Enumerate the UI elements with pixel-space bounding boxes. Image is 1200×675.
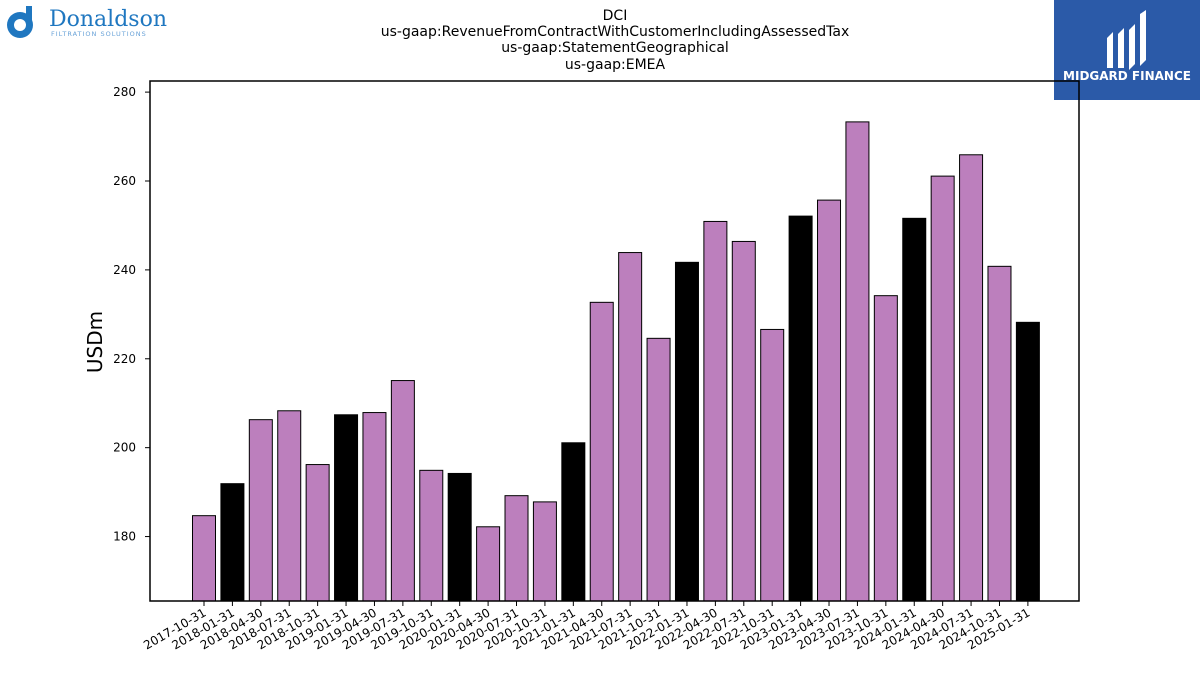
bar-2020-07-31 (504, 495, 529, 602)
chart-title-line-2: us-gaap:RevenueFromContractWithCustomerI… (381, 24, 850, 40)
bar-2024-10-31 (987, 265, 1012, 602)
bar-2023-07-31 (845, 121, 870, 602)
bar-2019-01-31 (334, 414, 359, 602)
midgard-logo-text: MIDGARD FINANCE (1063, 69, 1191, 83)
bar-2023-10-31 (873, 295, 898, 602)
bar-2025-01-31 (1015, 321, 1040, 602)
bar-2022-01-31 (674, 261, 699, 602)
midgard-logo-mark (1107, 10, 1146, 70)
midgard-finance-logo: MIDGARD FINANCE (1054, 0, 1200, 100)
bar-2022-07-31 (731, 240, 756, 602)
donaldson-logo-subtext: FILTRATION SOLUTIONS (51, 30, 147, 38)
y-axis-label: USDm (83, 311, 107, 373)
bar-2021-10-31 (646, 337, 671, 602)
bar-2018-04-30 (248, 419, 273, 602)
chart-title: DCI us-gaap:RevenueFromContractWithCusto… (381, 8, 850, 73)
bar-2022-04-30 (703, 220, 728, 602)
y-tick-label: 240 (113, 263, 136, 277)
bar-2019-04-30 (362, 412, 387, 602)
bar-2018-10-31 (305, 464, 330, 602)
donaldson-logo: Donaldson FILTRATION SOLUTIONS (7, 6, 167, 38)
bar-2021-04-30 (589, 301, 614, 602)
plot-area-frame (149, 80, 1080, 602)
bar-2023-01-31 (788, 215, 813, 602)
chart-title-line-4: us-gaap:EMEA (565, 57, 666, 73)
bar-2022-10-31 (760, 328, 785, 602)
y-tick-label: 180 (113, 530, 136, 544)
chart-title-line-3: us-gaap:StatementGeographical (501, 40, 729, 56)
y-tick-label: 260 (113, 174, 136, 188)
bar-2021-01-31 (561, 442, 586, 602)
y-tick-label: 200 (113, 441, 136, 455)
y-axis-ticks: 180 200 220 240 260 280 (113, 85, 150, 544)
bar-2023-04-30 (817, 199, 842, 602)
y-tick-label: 220 (113, 352, 136, 366)
bar-2018-07-31 (277, 410, 302, 602)
bar-2020-01-31 (447, 472, 472, 602)
bar-2024-04-30 (930, 175, 955, 602)
bar-2024-07-31 (959, 154, 984, 602)
bar-2020-10-31 (532, 501, 557, 602)
x-axis-ticks: 2017-10-312018-01-312018-04-302018-07-31… (141, 601, 1032, 652)
bar-2019-07-31 (390, 380, 415, 602)
bar-2018-01-31 (220, 483, 245, 602)
chart-title-line-1: DCI (603, 8, 628, 24)
bar-2020-04-30 (476, 526, 501, 602)
bar-2021-07-31 (618, 252, 643, 602)
y-tick-label: 280 (113, 85, 136, 99)
bar-2019-10-31 (419, 469, 444, 602)
bar-2024-01-31 (902, 217, 927, 602)
bars-group (192, 121, 1040, 602)
bar-2017-10-31 (192, 515, 216, 602)
donaldson-logo-text: Donaldson (49, 7, 167, 32)
